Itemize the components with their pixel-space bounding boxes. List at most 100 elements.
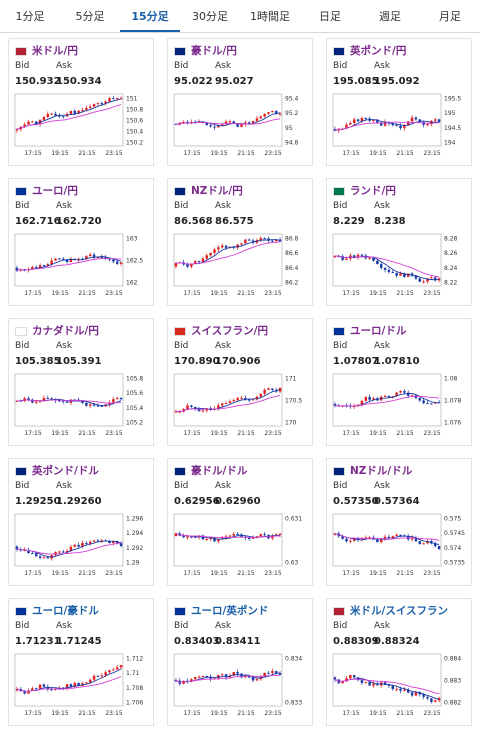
candle-body — [112, 669, 115, 671]
candle-body — [65, 401, 69, 403]
tab-7[interactable]: 月足 — [439, 10, 461, 23]
mini-candle-chart[interactable]: 8.28 8.26 8.24 8.22 17:15 19:15 21:15 23:15 — [331, 232, 469, 302]
candle-body — [186, 536, 189, 538]
x-tick-label: 17:15 — [342, 290, 359, 297]
y-tick-label: 0.5745 — [444, 530, 465, 537]
mini-candle-chart[interactable]: 151 150.8 150.6 150.4 150.2 17:15 19:15 21:15 23… — [13, 92, 151, 162]
tab-0[interactable]: 1分足 — [15, 10, 45, 23]
rate-card[interactable]: ユーロ/ドル Bid Ask 1.07807 1.07810 1.08 1.078 1.076… — [326, 318, 472, 446]
x-tick-label: 17:15 — [342, 150, 359, 157]
rate-card[interactable]: スイスフラン/円 Bid Ask 170.890 170.906 171 170.5 170 1… — [167, 318, 313, 446]
mini-candle-chart[interactable]: 163 162.5 162 17:15 19:15 21:15 23:15 — [13, 232, 151, 302]
mini-candle-chart[interactable]: 95.4 95.2 95 94.8 17:15 19:15 21:15 23:15 — [172, 92, 310, 162]
candle-body — [383, 121, 387, 126]
mini-candle-chart[interactable]: 195.5 195 194.5 194 17:15 19:15 21:15 23:15 — [331, 92, 469, 162]
mini-candle-chart[interactable]: 171 170.5 170 17:15 19:15 21:15 23:15 — [172, 372, 310, 442]
rate-card[interactable]: ユーロ/豪ドル Bid Ask 1.71231 1.71245 1.712 1.71 1.70… — [8, 598, 154, 726]
candle-body — [115, 261, 119, 264]
pair-name[interactable]: ユーロ/英ポンド — [191, 605, 269, 617]
candle-body — [391, 271, 395, 273]
mini-candle-chart[interactable]: 105.8 105.6 105.4 105.2 17:15 19:15 21:15 23:15 — [13, 372, 151, 442]
candle-body — [379, 539, 383, 543]
rate-card[interactable]: 米ドル/スイスフラン Bid Ask 0.88309 0.88324 0.884 0.883… — [326, 598, 472, 726]
tab-4[interactable]: 1時間足 — [250, 10, 290, 23]
candle-body — [345, 124, 348, 129]
pair-name[interactable]: ユーロ/ドル — [350, 325, 407, 337]
pair-name[interactable]: ユーロ/円 — [32, 185, 78, 197]
rate-card[interactable]: 米ドル/円 Bid Ask 150.932 150.934 151 150.8 150.6 15… — [8, 38, 154, 166]
rate-card[interactable]: 英ポンド/ドル Bid Ask 1.29250 1.29260 1.296 1.294 1.2… — [8, 458, 154, 586]
candle-body — [414, 537, 418, 542]
pair-name[interactable]: 豪ドル/円 — [191, 45, 237, 57]
mini-candle-chart[interactable]: 1.296 1.294 1.292 1.29 17:15 19:15 21:15 23:15 — [13, 512, 151, 582]
pair-name[interactable]: 英ポンド/ドル — [32, 465, 99, 477]
mini-candle-chart[interactable]: 1.712 1.71 1.708 1.706 17:15 19:15 21:15 23:15 — [13, 652, 151, 722]
x-tick-label: 19:15 — [51, 710, 68, 717]
rate-card[interactable]: 英ポンド/円 Bid Ask 195.085 195.092 195.5 195 194.5 1… — [326, 38, 472, 166]
rate-card[interactable]: ユーロ/円 Bid Ask 162.716 162.720 163 162.5 162 17:1… — [8, 178, 154, 306]
candle-body — [383, 682, 387, 685]
candle-body — [61, 116, 65, 118]
pair-name[interactable]: ユーロ/豪ドル — [32, 605, 99, 617]
y-tick-label: 0.882 — [444, 700, 461, 707]
rate-card[interactable]: NZドル/円 Bid Ask 86.568 86.575 86.8 86.6 86.4 86.2… — [167, 178, 313, 306]
candle-body — [112, 98, 115, 100]
candle-body — [100, 103, 104, 105]
card-header: ユーロ/円 — [15, 184, 78, 198]
candle-body — [209, 408, 212, 410]
tab-5[interactable]: 日足 — [319, 10, 341, 23]
bid-label: Bid — [333, 61, 348, 71]
rate-card[interactable]: NZドル/ドル Bid Ask 0.57350 0.57364 0.575 0.5745 0.… — [326, 458, 472, 586]
candle-body — [220, 403, 224, 406]
rate-card[interactable]: 豪ドル/ドル Bid Ask 0.62956 0.62960 0.631 0.63 17:15… — [167, 458, 313, 586]
candle-body — [422, 694, 425, 697]
tab-6[interactable]: 週足 — [379, 10, 401, 23]
pair-name[interactable]: 英ポンド/円 — [350, 45, 407, 57]
candle-body — [34, 553, 38, 557]
candle-body — [414, 395, 418, 399]
y-tick-label: 162.5 — [126, 258, 143, 265]
x-tick-label: 19:15 — [51, 430, 68, 437]
mini-candle-chart[interactable]: 0.834 0.833 17:15 19:15 21:15 23:15 — [172, 652, 310, 722]
candle-body — [422, 281, 425, 283]
pair-name[interactable]: ランド/円 — [350, 185, 396, 197]
mini-candle-chart[interactable]: 0.884 0.883 0.882 17:15 19:15 21:15 23:15 — [331, 652, 469, 722]
candle-body — [395, 688, 398, 690]
candle-body — [96, 405, 100, 407]
candle-body — [92, 254, 96, 258]
mini-candle-chart[interactable]: 86.8 86.6 86.4 86.2 17:15 19:15 21:15 23:15 — [172, 232, 310, 302]
long-ma-line — [334, 678, 440, 695]
mini-candle-chart[interactable]: 0.631 0.63 17:15 19:15 21:15 23:15 — [172, 512, 310, 582]
ask-label: Ask — [56, 61, 73, 71]
candle-body — [387, 269, 391, 272]
candle-body — [115, 667, 119, 670]
pair-name[interactable]: カナダドル/円 — [32, 325, 99, 337]
rate-card[interactable]: 豪ドル/円 Bid Ask 95.022 95.027 95.4 95.2 95 94.8 17:… — [167, 38, 313, 166]
tab-1[interactable]: 5分足 — [75, 10, 105, 23]
candle-body — [85, 682, 88, 684]
tab-3[interactable]: 30分足 — [192, 10, 228, 23]
mini-candle-chart[interactable]: 0.575 0.5745 0.574 0.5735 17:15 19:15 21:15 23:… — [331, 512, 469, 582]
rate-card[interactable]: ユーロ/英ポンド Bid Ask 0.83403 0.83411 0.834 0.833 17… — [167, 598, 313, 726]
rate-card[interactable]: カナダドル/円 Bid Ask 105.385 105.391 105.8 105.6 105… — [8, 318, 154, 446]
bid-value: 86.568 — [174, 216, 213, 227]
x-tick-label: 21:15 — [237, 290, 254, 297]
y-tick-label: 105.2 — [126, 420, 143, 427]
mini-candle-chart[interactable]: 1.08 1.078 1.076 17:15 19:15 21:15 23:15 — [331, 372, 469, 442]
card-header: ユーロ/ドル — [333, 324, 406, 338]
pair-name[interactable]: 米ドル/円 — [32, 45, 78, 57]
candle-body — [85, 256, 88, 260]
tab-2[interactable]: 15分足 — [120, 0, 180, 32]
rate-card[interactable]: ランド/円 Bid Ask 8.229 8.238 8.28 8.26 8.24 8.22 17:… — [326, 178, 472, 306]
pair-name[interactable]: 豪ドル/ドル — [191, 465, 248, 477]
candle-body — [263, 534, 266, 536]
long-ma-line — [334, 121, 440, 131]
pair-name[interactable]: スイスフラン/円 — [191, 325, 269, 337]
ask-label: Ask — [56, 621, 73, 631]
candle-body — [236, 398, 239, 401]
pair-name[interactable]: 米ドル/スイスフラン — [350, 605, 449, 617]
candle-body — [426, 278, 429, 282]
pair-name[interactable]: NZドル/ドル — [350, 465, 413, 477]
pair-name[interactable]: NZドル/円 — [191, 185, 243, 197]
candle-body — [174, 411, 178, 413]
